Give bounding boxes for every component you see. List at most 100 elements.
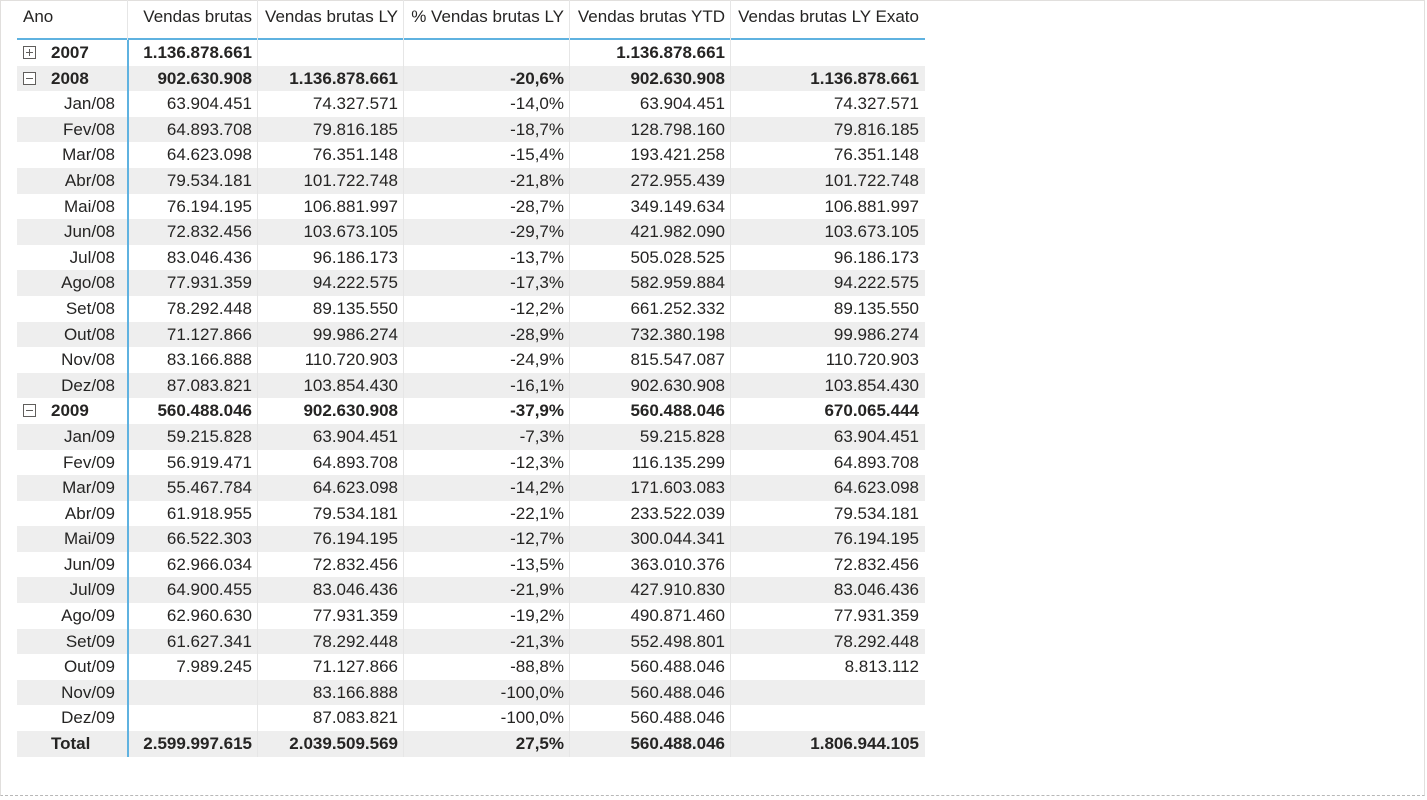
row-header-separator: [127, 40, 129, 757]
value-cell: 87.083.821: [166, 375, 252, 395]
row-label: Dez/08: [61, 375, 115, 395]
column-header-1[interactable]: Vendas brutas: [143, 7, 252, 26]
value-cell: [731, 680, 919, 706]
value-cell: 193.421.258: [630, 145, 725, 165]
value-cell: 76.351.148: [833, 145, 919, 165]
value-cell: 560.488.046: [630, 657, 725, 677]
month-row[interactable]: Abr/08 79.534.181 101.722.748 -21,8% 272.955…: [17, 167, 925, 194]
month-row[interactable]: Mar/09 55.467.784 64.623.098 -14,2% 171.603.…: [17, 475, 925, 501]
column-header-5[interactable]: Vendas brutas LY Exato: [738, 7, 919, 26]
value-cell: 110.720.903: [825, 350, 919, 370]
month-row[interactable]: Abr/09 61.918.955 79.534.181 -22,1% 233.522.…: [17, 501, 925, 527]
month-row[interactable]: Dez/08 87.083.821 103.854.430 -16,1% 902.630…: [17, 372, 925, 399]
month-row[interactable]: Ago/08 77.931.359 94.222.575 -17,3% 582.959.…: [17, 270, 925, 296]
row-label: Nov/09: [61, 682, 115, 702]
month-row[interactable]: Set/08 78.292.448 89.135.550 -12,2% 661.252.…: [17, 296, 925, 322]
value-cell: 560.488.046: [630, 401, 725, 421]
value-cell: 71.127.866: [166, 324, 252, 344]
month-row[interactable]: Mai/08 76.194.195 106.881.997 -28,7% 349.149…: [17, 194, 925, 220]
value-cell: 427.910.830: [630, 580, 725, 600]
month-row[interactable]: Mai/09 66.522.303 76.194.195 -12,7% 300.044.…: [17, 526, 925, 552]
value-cell: 83.166.888: [312, 682, 398, 702]
value-cell: -16,1%: [510, 375, 564, 395]
month-row[interactable]: Dez/09 87.083.821 -100,0% 560.488.046: [17, 705, 925, 731]
row-label: Fev/09: [63, 452, 115, 472]
year-row[interactable]: 2009 560.488.046 902.630.908 -37,9% 560.488.…: [17, 398, 925, 424]
month-row[interactable]: Jul/09 64.900.455 83.046.436 -21,9% 427.910.…: [17, 577, 925, 604]
row-label: Nov/08: [61, 350, 115, 370]
value-cell: 83.046.436: [312, 580, 398, 600]
row-label: Set/09: [65, 631, 115, 651]
month-row[interactable]: Jan/08 63.904.451 74.327.571 -14,0% 63.904.4…: [17, 91, 925, 117]
month-row[interactable]: Jan/09 59.215.828 63.904.451 -7,3% 59.215.82…: [17, 423, 925, 450]
month-row[interactable]: Out/08 71.127.866 99.986.274 -28,9% 732.380.…: [17, 321, 925, 348]
expand-icon[interactable]: [23, 46, 36, 59]
value-cell: -29,7%: [510, 222, 564, 242]
collapse-icon[interactable]: [23, 71, 36, 85]
row-label: Mar/08: [62, 145, 115, 165]
column-divider: [569, 0, 570, 757]
value-cell: 55.467.784: [166, 478, 252, 498]
matrix-table[interactable]: Ano Vendas brutas Vendas brutas LY % Vendas…: [17, 0, 925, 757]
year-row[interactable]: 2007 1.136.878.661 1.136.878.661: [17, 40, 925, 66]
month-row[interactable]: Mar/08 64.623.098 76.351.148 -15,4% 193.421.…: [17, 142, 925, 168]
value-cell: 63.904.451: [639, 94, 725, 114]
value-cell: 71.127.866: [312, 657, 398, 677]
value-cell: 64.623.098: [833, 478, 919, 498]
row-label: Ago/08: [61, 273, 115, 293]
month-row[interactable]: Out/09 7.989.245 71.127.866 -88,8% 560.488.0…: [17, 654, 925, 680]
year-row[interactable]: 2008 902.630.908 1.136.878.661 -20,6% 902.63…: [17, 65, 925, 92]
value-cell: 83.046.436: [166, 247, 252, 267]
row-label: Jul/08: [69, 247, 115, 267]
value-cell: 99.986.274: [833, 324, 919, 344]
month-row[interactable]: Jun/08 72.832.456 103.673.105 -29,7% 421.982…: [17, 219, 925, 245]
value-cell: 233.522.039: [630, 503, 725, 523]
value-cell: 560.488.046: [157, 401, 252, 421]
value-cell: [128, 705, 252, 731]
value-cell: 62.960.630: [166, 606, 252, 626]
value-cell: 56.919.471: [166, 452, 252, 472]
value-cell: 76.351.148: [312, 145, 398, 165]
value-cell: 902.630.908: [630, 375, 725, 395]
value-cell: [258, 40, 398, 66]
value-cell: 171.603.083: [630, 478, 725, 498]
value-cell: 560.488.046: [630, 682, 725, 702]
value-cell: 363.010.376: [630, 554, 725, 574]
month-row[interactable]: Jul/08 83.046.436 96.186.173 -13,7% 505.028.…: [17, 245, 925, 271]
value-cell: 59.215.828: [639, 426, 725, 446]
column-header-4[interactable]: Vendas brutas YTD: [577, 7, 725, 26]
value-cell: 128.798.160: [630, 119, 725, 139]
column-header-2[interactable]: Vendas brutas LY: [265, 7, 398, 26]
value-cell: -28,7%: [510, 196, 564, 216]
month-row[interactable]: Nov/08 83.166.888 110.720.903 -24,9% 815.547…: [17, 347, 925, 373]
total-row[interactable]: Total 2.599.997.615 2.039.509.569 27,5% 560.…: [17, 731, 925, 757]
collapse-icon[interactable]: [23, 404, 36, 418]
value-cell: 582.959.884: [630, 273, 725, 293]
value-cell: -12,3%: [510, 452, 564, 472]
value-cell: 103.854.430: [824, 375, 919, 395]
value-cell: 72.832.456: [166, 222, 252, 242]
column-header-0[interactable]: Ano: [23, 7, 54, 26]
row-label: Mai/08: [63, 196, 115, 216]
value-cell: 101.722.748: [303, 170, 398, 190]
row-label: Jun/08: [63, 222, 115, 242]
month-row[interactable]: Set/09 61.627.341 78.292.448 -21,3% 552.498.…: [17, 628, 925, 655]
value-cell: 72.832.456: [833, 554, 919, 574]
month-row[interactable]: Jun/09 62.966.034 72.832.456 -13,5% 363.010.…: [17, 552, 925, 578]
month-row[interactable]: Nov/09 83.166.888 -100,0% 560.488.046: [17, 679, 925, 706]
row-label: Jan/08: [63, 94, 115, 114]
value-cell: 106.881.997: [303, 196, 398, 216]
column-header-3[interactable]: % Vendas brutas LY: [411, 7, 564, 26]
value-cell: 77.931.359: [312, 606, 398, 626]
value-cell: -24,9%: [510, 350, 564, 370]
month-row[interactable]: Fev/09 56.919.471 64.893.708 -12,3% 116.135.…: [17, 450, 925, 476]
value-cell: 272.955.439: [630, 170, 725, 190]
value-cell: -21,3%: [510, 631, 564, 651]
value-cell: [404, 40, 564, 66]
value-cell: 661.252.332: [630, 298, 725, 318]
row-label: 2007: [51, 43, 89, 62]
month-row[interactable]: Fev/08 64.893.708 79.816.185 -18,7% 128.798.…: [17, 116, 925, 143]
month-row[interactable]: Ago/09 62.960.630 77.931.359 -19,2% 490.871.…: [17, 603, 925, 629]
row-label: Jun/09: [63, 554, 115, 574]
value-cell: -15,4%: [510, 145, 564, 165]
